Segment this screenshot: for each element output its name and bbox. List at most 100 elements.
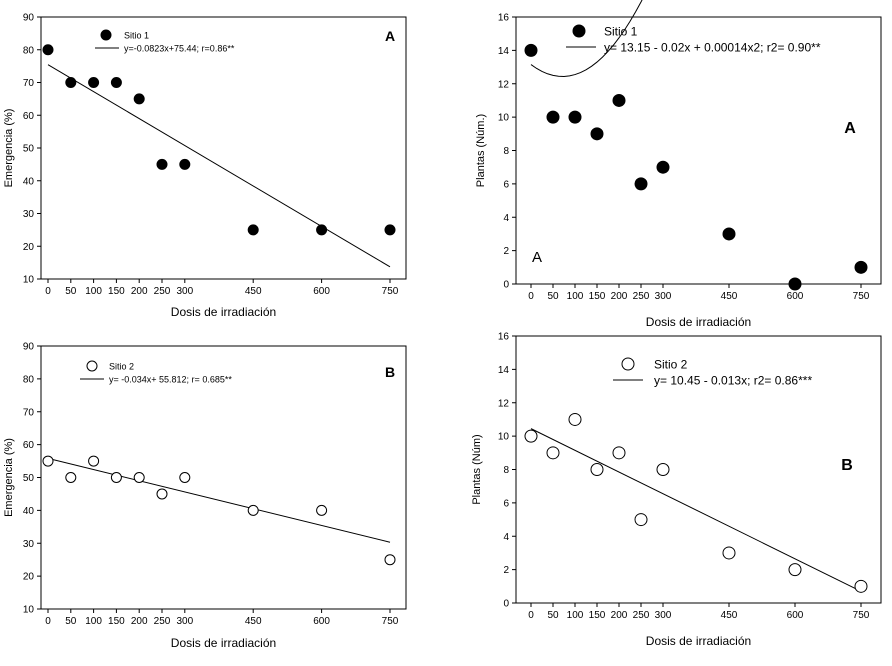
y-tick-label: 2: [503, 246, 509, 257]
x-axis-label: Dosis de irradiación: [171, 636, 276, 650]
data-point: [316, 504, 328, 516]
y-tick-label: 6: [503, 179, 509, 190]
data-point: [384, 554, 396, 566]
x-tick-label: 0: [528, 610, 534, 621]
data-point: [656, 160, 670, 174]
y-tick-label: 2: [503, 565, 509, 576]
data-point: [133, 472, 145, 483]
x-tick-label: 100: [85, 286, 102, 297]
x-tick-label: 250: [154, 286, 171, 297]
chart-panel-4: 0 2 4 6 8 10 12 14 16 0 50 100 150 200 250 300 450 600 750…: [471, 332, 882, 648]
chart-panel-1: 10 20 30 40 50 60 70 80 90 0 50 100 150 200 250 300 450 6…: [3, 13, 407, 319]
panel-letter: B: [841, 457, 853, 474]
data-point: [65, 77, 77, 88]
data-point: [612, 446, 626, 460]
y-tick-label: 60: [23, 440, 35, 451]
y-tick-label: 0: [503, 599, 509, 610]
x-tick-label: 300: [655, 291, 672, 302]
legend-series-name: Sitio 1: [124, 30, 149, 40]
x-tick-label: 150: [589, 610, 606, 621]
legend-series-name: Sitio 2: [109, 361, 134, 371]
panel-letter-secondary: A: [532, 249, 542, 266]
data-point: [384, 224, 396, 236]
y-tick-label: 60: [23, 111, 35, 122]
x-tick-label: 0: [528, 291, 534, 302]
y-tick-label: 10: [498, 113, 510, 124]
x-axis-label: Dosis de irradiación: [171, 305, 276, 319]
x-tick-label: 150: [589, 291, 606, 302]
y-tick-label: 8: [503, 465, 509, 476]
data-point: [110, 77, 122, 88]
y-tick-label: 90: [23, 13, 35, 24]
x-tick-label: 200: [611, 610, 628, 621]
legend-marker: [100, 29, 112, 41]
data-point: [42, 455, 54, 467]
y-tick-label: 50: [23, 473, 35, 484]
x-tick-label: 450: [245, 286, 262, 297]
data-point: [788, 277, 802, 291]
x-axis-label: Dosis de irradiación: [646, 634, 751, 648]
x-tick-label: 150: [108, 616, 125, 627]
legend-marker: [572, 24, 586, 38]
legend-fit-equation: y=-0.0823x+75.44; r=0.86**: [124, 43, 235, 53]
y-tick-label: 4: [503, 532, 509, 543]
data-point: [179, 158, 191, 170]
y-tick-label: 20: [23, 242, 35, 253]
y-axis-label: Emergencia (%): [3, 109, 15, 188]
legend-fit-equation: y= 13.15 - 0.02x + 0.00014x2; r2= 0.90**: [604, 41, 821, 55]
data-point: [568, 110, 582, 124]
data-point: [854, 579, 868, 593]
data-point: [634, 513, 648, 527]
data-point: [590, 127, 604, 141]
y-tick-label: 14: [498, 46, 510, 57]
data-point: [88, 77, 100, 88]
data-point: [110, 472, 122, 483]
chart-panel-3: 10 20 30 40 50 60 70 80 90 0 50 100 150 200 250 300 450 6…: [3, 342, 407, 650]
data-point: [156, 488, 168, 500]
legend-series-name: Sitio 2: [654, 358, 688, 372]
x-tick-label: 450: [721, 610, 738, 621]
y-tick-label: 0: [503, 280, 509, 291]
x-tick-label: 450: [721, 291, 738, 302]
x-tick-label: 0: [45, 616, 51, 627]
x-tick-label: 50: [65, 616, 77, 627]
panel-letter: A: [844, 120, 856, 137]
panel-letter: A: [385, 28, 395, 44]
data-point: [524, 43, 538, 57]
data-point: [316, 224, 328, 236]
y-tick-label: 12: [498, 398, 510, 409]
x-tick-label: 250: [633, 291, 650, 302]
x-tick-label: 250: [154, 616, 171, 627]
y-tick-label: 20: [23, 572, 35, 583]
data-point: [247, 224, 259, 236]
x-tick-label: 250: [633, 610, 650, 621]
y-tick-label: 30: [23, 539, 35, 550]
x-tick-label: 300: [176, 286, 193, 297]
data-point: [546, 110, 560, 124]
x-tick-label: 600: [787, 291, 804, 302]
y-tick-label: 40: [23, 176, 35, 187]
data-point: [65, 472, 77, 483]
y-axis-label: Plantas (Núm.): [475, 114, 487, 187]
y-axis-label: Emergencia (%): [3, 438, 15, 517]
x-tick-label: 150: [108, 286, 125, 297]
data-point: [546, 446, 560, 460]
y-tick-label: 10: [498, 432, 510, 443]
data-point: [133, 93, 145, 105]
y-tick-label: 80: [23, 374, 35, 385]
data-point: [854, 260, 868, 274]
y-tick-label: 70: [23, 78, 35, 89]
regression-line: [530, 428, 862, 592]
y-tick-label: 70: [23, 407, 35, 418]
data-point: [156, 158, 168, 170]
data-point: [590, 463, 604, 476]
plot-frame: [40, 345, 407, 610]
x-tick-label: 200: [131, 286, 148, 297]
regression-line: [530, 0, 643, 77]
data-point: [722, 227, 736, 241]
chart-panel-2: 0 2 4 6 8 10 12 14 16 0 50 100 150 200 250 300 450 600 750…: [475, 0, 882, 329]
legend-marker: [621, 357, 635, 371]
y-tick-label: 50: [23, 144, 35, 155]
legend-series-name: Sitio 1: [604, 25, 638, 39]
y-tick-label: 10: [23, 605, 35, 616]
